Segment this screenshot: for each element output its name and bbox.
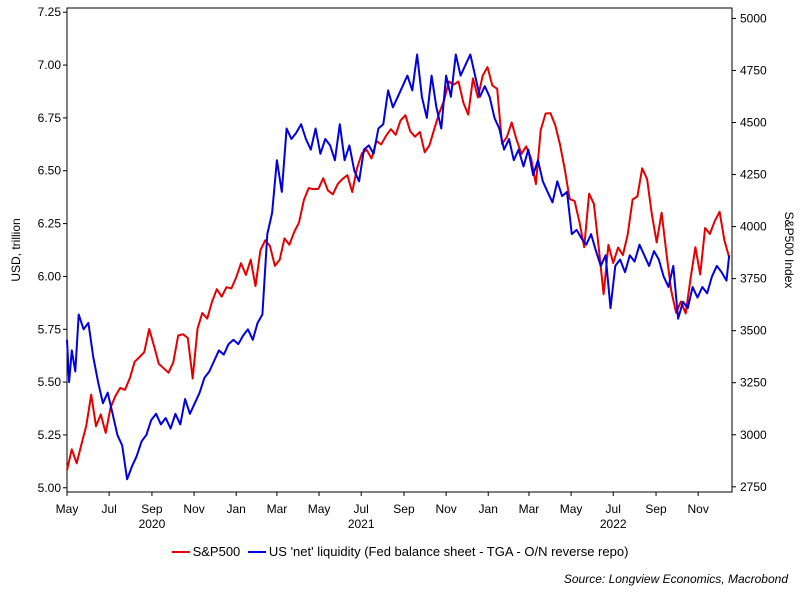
x-tick-label: Nov (183, 502, 204, 516)
right-tick-label: 3750 (740, 272, 767, 286)
legend-label-sp500: S&P500 (192, 544, 241, 559)
plot-frame (66, 7, 733, 493)
left-tick-label: 6.75 (38, 111, 62, 125)
x-tick-label: May (56, 502, 79, 516)
right-tick-label: 2750 (740, 480, 767, 494)
x-tick-label: Sep (141, 502, 163, 516)
right-tick-label: 4250 (740, 168, 767, 182)
x-tick-label: Mar (267, 502, 288, 516)
left-tick-label: 6.25 (38, 217, 62, 231)
right-tick-label: 4000 (740, 220, 767, 234)
left-tick-label: 5.50 (38, 375, 62, 389)
x-year-label: 2022 (600, 517, 627, 531)
right-tick-label: 3250 (740, 376, 767, 390)
x-year-label: 2021 (348, 517, 375, 531)
x-tick-label: Mar (519, 502, 540, 516)
x-tick-label: Jan (227, 502, 246, 516)
source-note: Source: Longview Economics, Macrobond (563, 572, 788, 586)
left-tick-label: 7.00 (38, 58, 62, 72)
left-tick-label: 6.00 (38, 269, 62, 283)
legend-label-liquidity: US 'net' liquidity (Fed balance sheet - … (268, 544, 629, 559)
right-tick-label: 4500 (740, 115, 767, 129)
x-tick-label: Sep (645, 502, 667, 516)
x-tick-label: Jul (101, 502, 116, 516)
x-tick-label: May (560, 502, 583, 516)
left-tick-label: 6.50 (38, 164, 62, 178)
legend-swatch-liquidity (247, 550, 266, 553)
left-tick-label: 5.25 (38, 428, 62, 442)
x-tick-label: Jul (354, 502, 369, 516)
right-tick-label: 5000 (740, 11, 767, 25)
right-tick-label: 3500 (740, 324, 767, 338)
right-tick-label: 3000 (740, 428, 767, 442)
x-tick-label: Jul (606, 502, 621, 516)
series-line-sp500 (66, 66, 731, 471)
x-tick-label: Jan (479, 502, 498, 516)
legend-swatch-sp500 (171, 550, 190, 553)
legend: S&P500 US 'net' liquidity (Fed balance s… (0, 544, 800, 559)
left-tick-label: 5.75 (38, 322, 62, 336)
x-tick-label: Sep (393, 502, 415, 516)
x-tick-label: Nov (435, 502, 456, 516)
y-axis-title-right: S&P500 Index (782, 212, 796, 289)
series-line-liquidity (66, 53, 731, 481)
right-tick-label: 4750 (740, 63, 767, 77)
x-tick-label: Nov (687, 502, 708, 516)
left-tick-label: 5.00 (38, 481, 62, 495)
y-axis-title-left: USD, trillion (9, 218, 23, 281)
x-tick-label: May (308, 502, 331, 516)
legend-item-liquidity: US 'net' liquidity (Fed balance sheet - … (244, 544, 629, 559)
x-year-label: 2020 (139, 517, 166, 531)
left-tick-label: 7.25 (38, 5, 62, 19)
legend-item-sp500: S&P500 (171, 544, 241, 559)
